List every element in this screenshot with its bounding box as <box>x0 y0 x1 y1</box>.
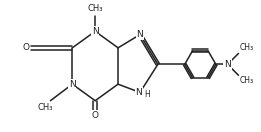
Text: N: N <box>92 27 99 36</box>
Text: N: N <box>137 30 143 39</box>
Text: CH₃: CH₃ <box>38 103 53 112</box>
Text: O: O <box>22 43 29 52</box>
Text: CH₃: CH₃ <box>239 43 253 52</box>
Text: CH₃: CH₃ <box>239 76 253 85</box>
Text: N: N <box>135 88 142 97</box>
Text: N: N <box>69 80 76 89</box>
Text: O: O <box>92 111 99 120</box>
Text: N: N <box>224 60 231 69</box>
Text: H: H <box>144 90 150 99</box>
Text: CH₃: CH₃ <box>87 4 103 13</box>
